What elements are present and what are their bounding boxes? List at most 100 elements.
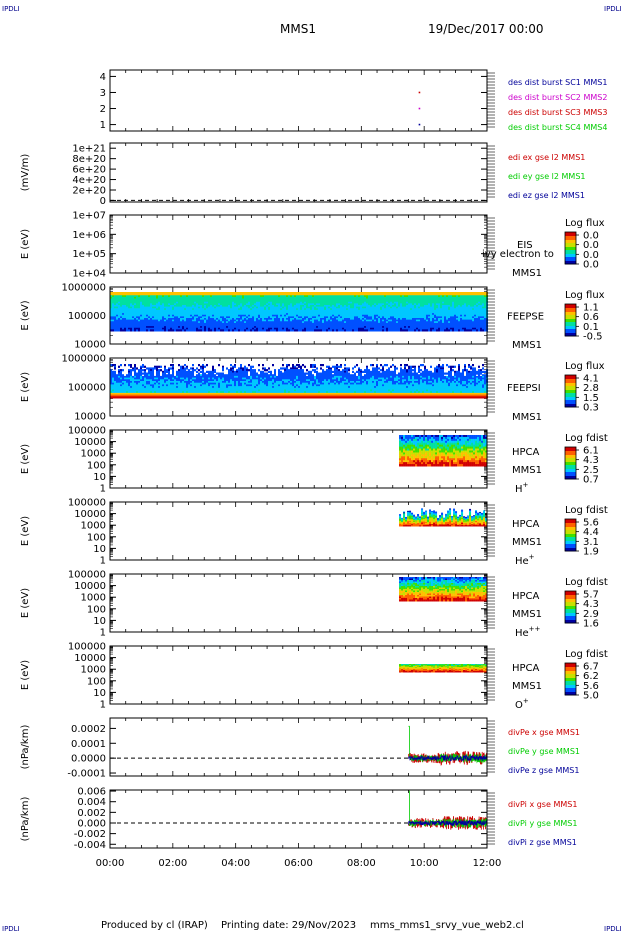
spectrogram-cell [190,295,192,298]
spectrogram-cell [476,305,478,308]
spectrogram-cell [444,316,446,319]
spectrogram-cell [356,300,358,303]
spectrogram-cell [482,314,484,317]
colorbar-cell [565,242,576,244]
spectrogram-cell [414,321,416,324]
spectrogram-cell [442,327,444,330]
spectrogram-cell [282,311,284,314]
spectrogram-cell [384,295,386,298]
spectrogram-cell [482,311,484,314]
spectrogram-cell [212,295,214,298]
spectrogram-cell [220,308,222,311]
spectrogram-cell [332,292,334,295]
spectrogram-cell [252,296,254,299]
spectrogram-cell [422,318,424,321]
spectrogram-cell [186,293,188,296]
spectrogram-cell [276,305,278,308]
spectrogram-cell [302,327,304,330]
spectrogram-cell [260,300,262,303]
spectrogram-cell [306,318,308,321]
spectrogram-cell [450,324,452,327]
spectrogram-cell [178,313,180,316]
spectrogram-cell [438,305,440,308]
spectrogram-cell [172,321,174,324]
spectrogram-cell [164,313,166,316]
spectrogram-cell [448,296,450,299]
spectrogram-cell [410,329,412,332]
spectrogram-cell [170,303,172,306]
spectrogram-cell [380,318,382,321]
spectrogram-cell [394,311,396,314]
spectrogram-cell [366,305,368,308]
spectrogram-cell [458,319,460,322]
spectrogram-cell [226,318,228,321]
spectrogram-cell [456,318,458,321]
spectrogram-cell [398,300,400,303]
colorbar-frame [564,303,577,337]
spectrogram-cell [312,327,314,330]
spectrogram-cell [356,305,358,308]
spectrogram-cell [234,321,236,324]
spectrogram-cell [210,309,212,312]
spectrogram-cell [248,321,250,324]
spectrogram-cell [130,295,132,298]
spectrogram-cell [362,309,364,312]
spectrogram-cell [348,311,350,314]
spectrogram-cell [282,296,284,299]
spectrogram-cell [376,326,378,329]
colorbar-cell [565,311,576,313]
spectrogram-cell [226,305,228,308]
spectrogram-cell [386,293,388,296]
spectrogram-cell [474,308,476,311]
spectrogram-cell [484,308,486,311]
spectrogram-cell [324,308,326,311]
spectrogram-cell [268,314,270,317]
spectrogram-cell [460,324,462,327]
spectrogram-cell [442,316,444,319]
spectrogram-cell [290,329,292,332]
spectrogram-cell [470,311,472,314]
spectrogram-cell [424,306,426,309]
spectrogram-cell [432,326,434,329]
spectrogram-cell [242,321,244,324]
spectrogram-cell [260,298,262,301]
spectrogram-cell [270,314,272,317]
spectrogram-cell [382,305,384,308]
spectrogram-cell [262,319,264,322]
spectrogram-cell [364,324,366,327]
spectrogram-cell [112,314,114,317]
spectrogram-cell [336,321,338,324]
spectrogram-cell [216,292,218,295]
spectrogram-cell [220,296,222,299]
spectrogram-cell [400,300,402,303]
spectrogram-cell [226,298,228,301]
spectrogram-cell [420,301,422,304]
spectrogram-cell [330,295,332,298]
spectrogram-cell [326,292,328,295]
spectrogram-cell [296,311,298,314]
spectrogram-cell [332,303,334,306]
spectrogram-cell [296,322,298,325]
spectrogram-cell [404,309,406,312]
spectrogram-cell [314,313,316,316]
spectrogram-cell [250,319,252,322]
spectrogram-cell [410,298,412,301]
spectrogram-cell [394,300,396,303]
colorbar-cell [565,334,576,336]
spectrogram-cell [298,293,300,296]
spectrogram-cell [144,306,146,309]
spectrogram-cell [430,322,432,325]
spectrogram-cell [444,300,446,303]
spectrogram-cell [296,300,298,303]
spectrogram-cell [302,296,304,299]
spectrogram-cell [256,319,258,322]
spectrogram-cell [450,314,452,317]
spectrogram-cell [322,298,324,301]
spectrogram-cell [326,295,328,298]
spectrogram-cell [136,308,138,311]
spectrogram-cell [222,303,224,306]
y-tick-label: 1e+21 [72,144,106,155]
spectrogram-cell [142,311,144,314]
spectrogram-cell [148,319,150,322]
spectrogram-cell [366,296,368,299]
